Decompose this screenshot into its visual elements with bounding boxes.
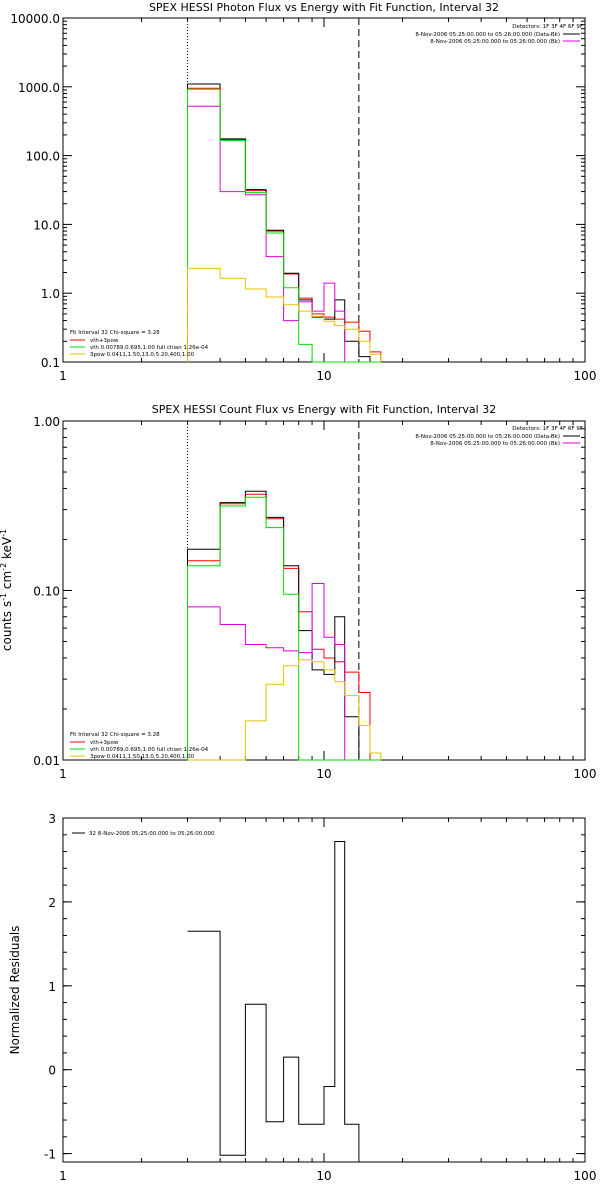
- count-flux-data-interval: 8-Nov-2006 05:25:00.000 to 05:26:00.000 …: [415, 434, 560, 440]
- photon-flux-top-right-info: Detectors: 1F 3F 4F 6F 9F 8-Nov-2006 05:…: [415, 24, 583, 45]
- count-flux-series-black: [187, 490, 381, 761]
- residuals-xtick-label: 10: [316, 1169, 331, 1183]
- photon-flux-ytick-label: 10.0: [33, 218, 60, 232]
- photon-flux-legend-label-2: 3pow 0.0411,1.50,13.0,5.20,400,1.00: [90, 352, 195, 358]
- count-flux-legend-label-2: 3pow 0.0411,1.50,13.0,5.20,400,1.00: [90, 754, 195, 760]
- photon-flux-ytick-label: 100.0: [26, 150, 60, 164]
- count-flux-series: [187, 490, 382, 761]
- residuals-xtick-label: 100: [574, 1169, 597, 1183]
- photon-flux-series-green: [187, 88, 381, 363]
- photon-flux-legend-label-0: vth+3pow: [90, 338, 119, 344]
- count-flux-legend-label-0: vth+3pow: [90, 740, 119, 746]
- count-flux-series-green: [187, 496, 381, 761]
- count-flux-bk-interval: 8-Nov-2006 05:25:00.000 to 05:26:00.000 …: [430, 441, 560, 447]
- residuals-panel: Normalized Residuals 1 10 100 -1 0 1 2 3 32 8-N…: [8, 812, 596, 1183]
- photon-flux-panel: SPEX HESSI Photon Flux vs Energy with Fi…: [10, 1, 596, 383]
- photon-flux-legend: Fit Interval 32 Chi-square = 3.28 vth+3p…: [70, 330, 209, 358]
- count-flux-ytick-label: 1.00: [33, 415, 60, 429]
- residuals-axis-ticks: 1 10 100 -1 0 1 2 3: [44, 812, 596, 1183]
- count-flux-xtick-label: 1: [59, 767, 67, 781]
- photon-flux-series-yellow: [187, 267, 382, 362]
- residuals-series-black: [187, 841, 360, 1162]
- photon-flux-ytick-label: 10000.0: [10, 12, 60, 26]
- photon-flux-ytick-label: 1.0: [41, 287, 60, 301]
- count-flux-xtick-label: 100: [574, 767, 597, 781]
- count-flux-series-red: [187, 493, 381, 761]
- photon-flux-series-magenta: [187, 105, 381, 363]
- count-flux-ytick-label: 0.10: [33, 585, 60, 599]
- photon-flux-axis-ticks: 1 10 100 0.1 1.0 10.0 100.0 1000.0 10000.0: [10, 12, 596, 383]
- count-flux-panel: SPEX HESSI Count Flux vs Energy with Fit…: [0, 403, 596, 781]
- photon-flux-data-interval: 8-Nov-2006 05:25:00.000 to 05:26:00.000 …: [415, 32, 560, 38]
- photon-flux-xtick-label: 10: [316, 369, 331, 383]
- residuals-legend-label: 32 8-Nov-2006 05:25:00.000 to 05:26:00.0…: [89, 831, 215, 837]
- residuals-ytick-label: 1: [48, 980, 56, 994]
- count-flux-series-yellow: [187, 659, 382, 761]
- count-flux-range-lines: [187, 421, 360, 760]
- photon-flux-legend-header: Fit Interval 32 Chi-square = 3.28: [70, 330, 160, 336]
- photon-flux-ytick-label: 1000.0: [18, 81, 60, 95]
- count-flux-ytick-label: 0.01: [33, 754, 60, 768]
- residuals-ytick-label: 0: [48, 1064, 56, 1078]
- residuals-ylabel: Normalized Residuals: [8, 926, 22, 1055]
- count-flux-detectors: Detectors: 1F 3F 4F 6F 9F: [512, 426, 583, 432]
- photon-flux-detectors: Detectors: 1F 3F 4F 6F 9F: [512, 24, 583, 30]
- photon-flux-xtick-label: 1: [59, 369, 67, 383]
- residuals-xtick-label: 1: [59, 1169, 67, 1183]
- residuals-legend: 32 8-Nov-2006 05:25:00.000 to 05:26:00.0…: [72, 831, 215, 837]
- count-flux-xtick-label: 10: [316, 767, 331, 781]
- count-flux-top-right-info: Detectors: 1F 3F 4F 6F 9F 8-Nov-2006 05:…: [415, 426, 583, 447]
- count-flux-legend-label-1: vth 0.00789,0.695,1.00 full chian 1.26e-…: [90, 747, 209, 753]
- photon-flux-legend-label-1: vth 0.00789,0.695,1.00 full chian 1.26e-…: [90, 345, 209, 351]
- photon-flux-ytick-label: 0.1: [41, 356, 60, 370]
- photon-flux-range-lines: [187, 18, 360, 362]
- photon-flux-series: [187, 83, 382, 363]
- count-flux-title: SPEX HESSI Count Flux vs Energy with Fit…: [152, 403, 496, 416]
- photon-flux-xtick-label: 100: [574, 369, 597, 383]
- photon-flux-bk-interval: 8-Nov-2006 05:25:00.000 to 05:26:00.000 …: [430, 39, 560, 45]
- photon-flux-title: SPEX HESSI Photon Flux vs Energy with Fi…: [149, 1, 499, 14]
- count-flux-legend-header: Fit Interval 32 Chi-square = 3.28: [70, 732, 160, 738]
- residuals-ytick-label: -1: [44, 1148, 56, 1162]
- count-flux-ylabel: counts s-1 cm-2 keV-1: [0, 529, 14, 651]
- residuals-ytick-label: 2: [48, 896, 56, 910]
- count-flux-axis-ticks: 1 10 100 0.01 0.10 1.00: [33, 415, 596, 781]
- residuals-ytick-label: 3: [48, 812, 56, 826]
- residuals-series: [187, 841, 360, 1162]
- count-flux-legend: Fit Interval 32 Chi-square = 3.28 vth+3p…: [70, 732, 209, 760]
